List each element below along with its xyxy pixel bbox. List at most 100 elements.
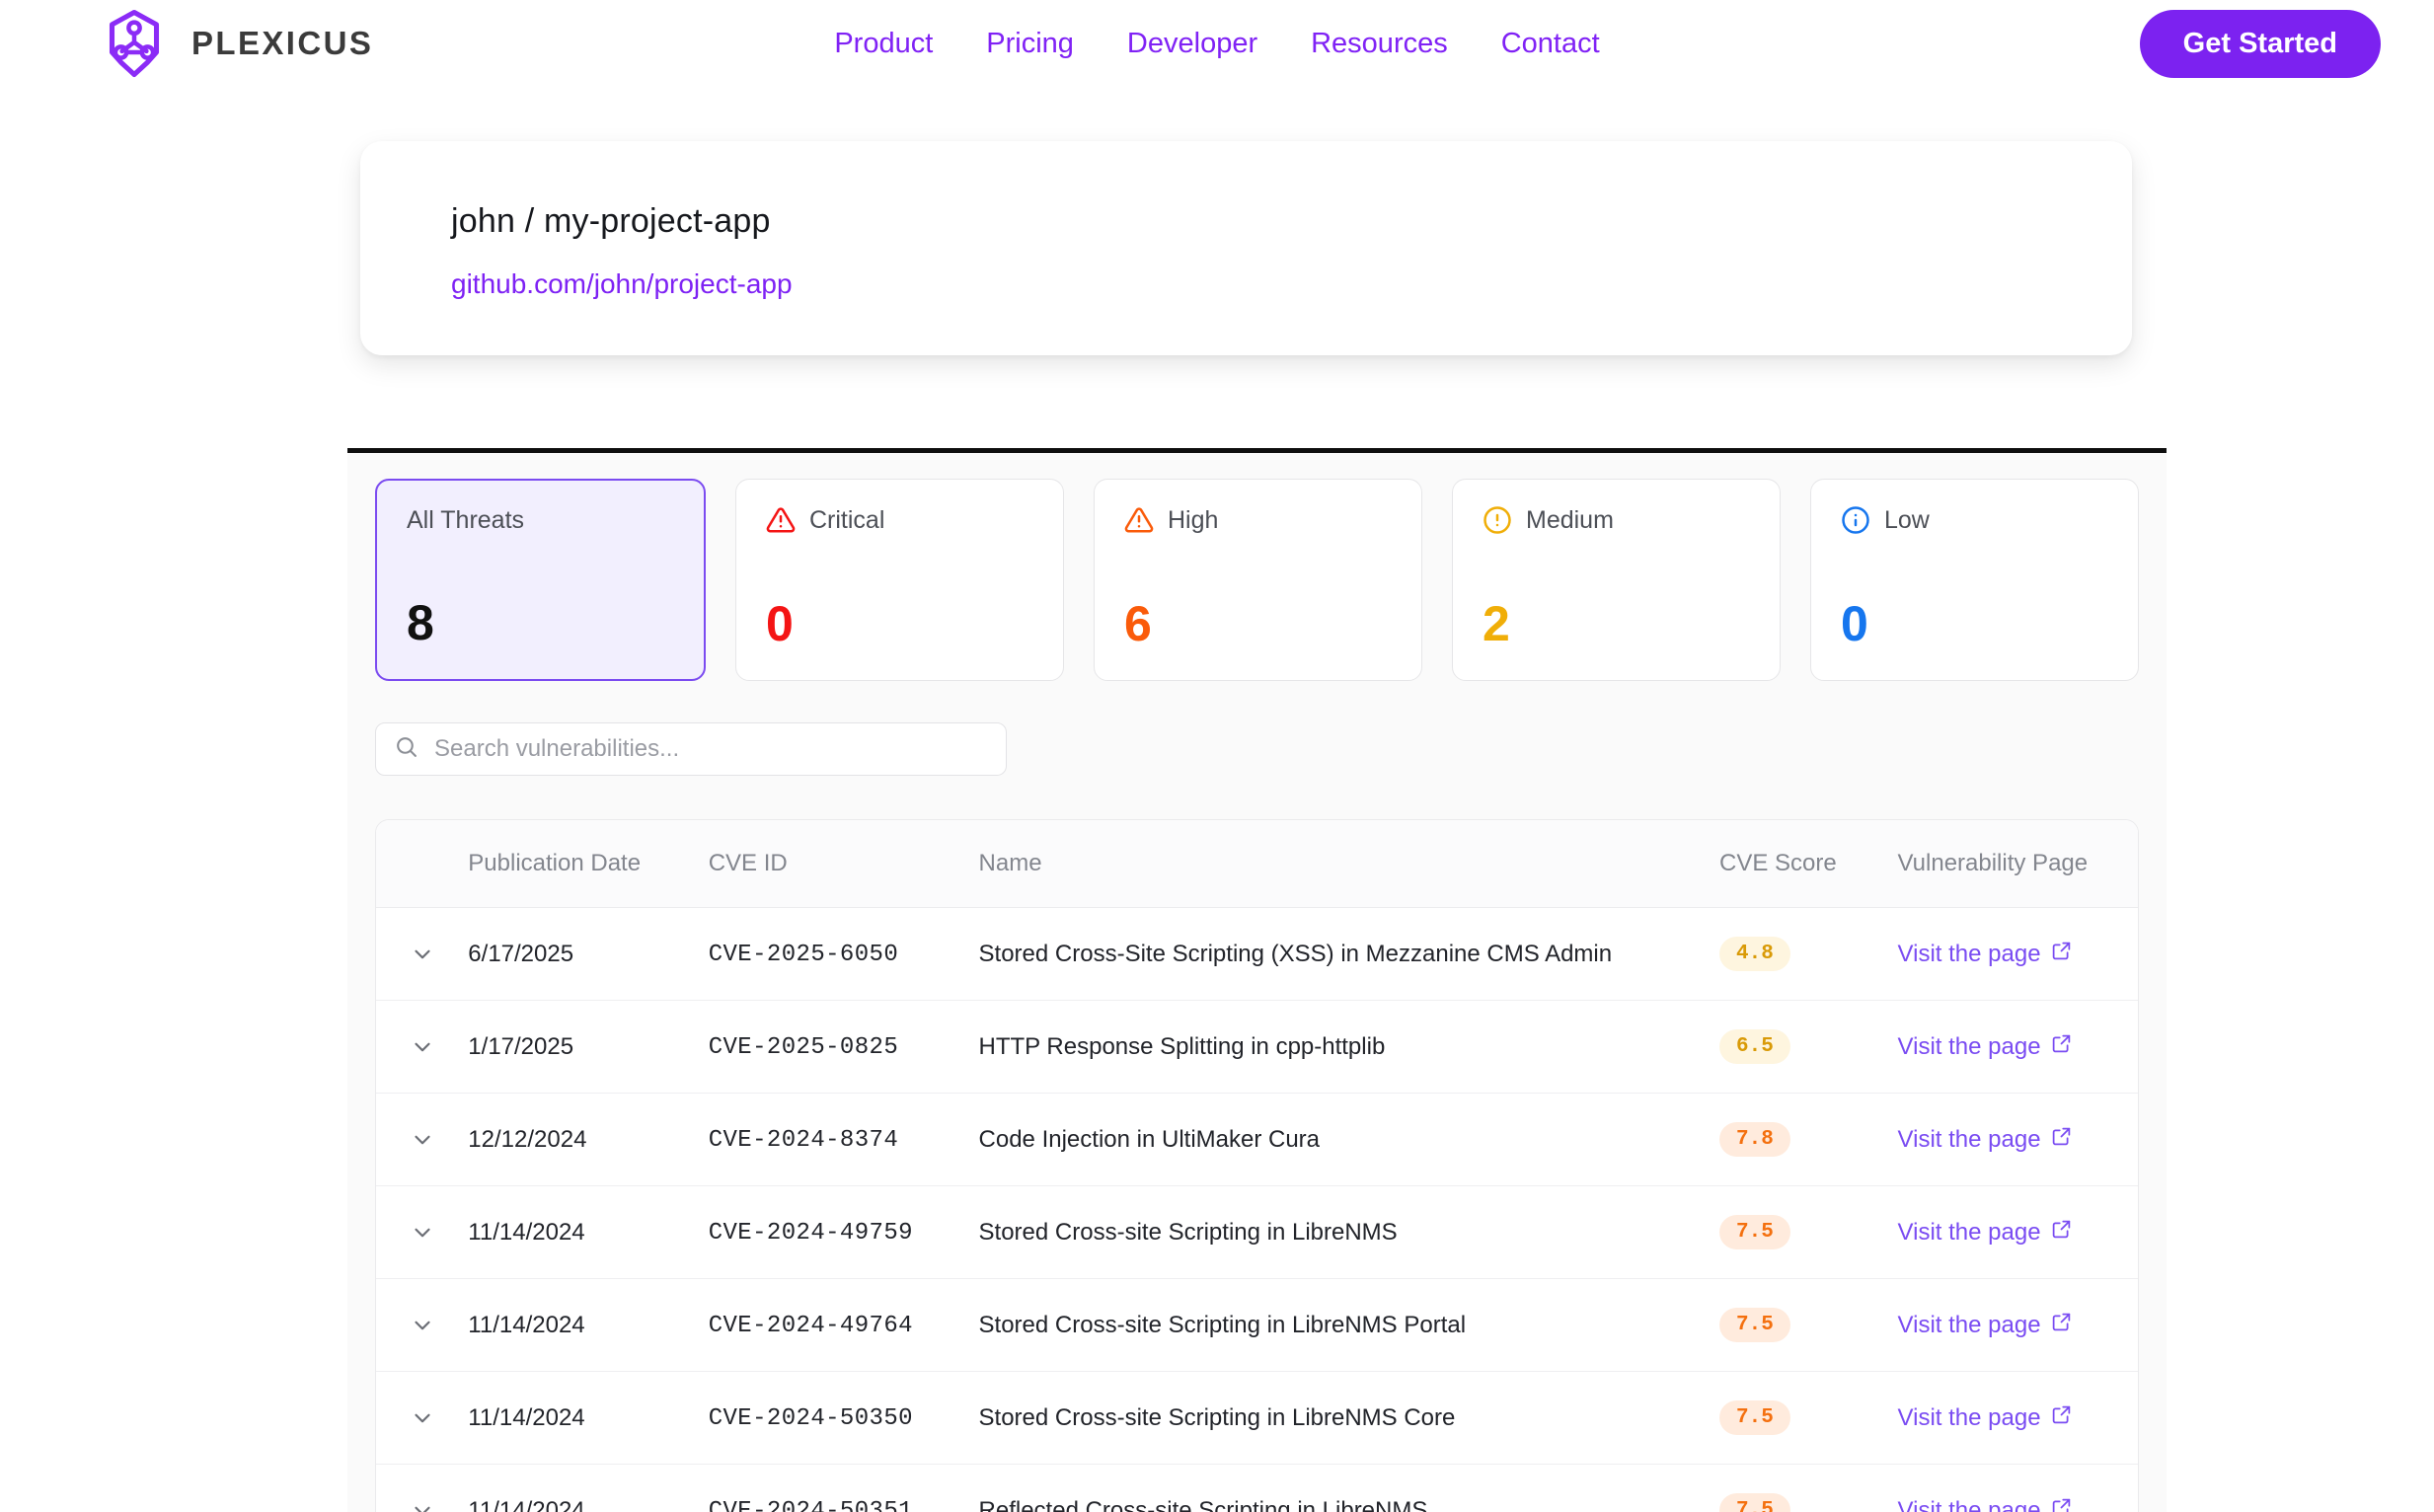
alert-triangle-icon bbox=[1124, 505, 1154, 535]
visit-page-label: Visit the page bbox=[1897, 1032, 2041, 1060]
severity-card-header: High bbox=[1124, 505, 1392, 535]
severity-card-all-threats[interactable]: All Threats 8 bbox=[375, 479, 706, 681]
visit-page-link[interactable]: Visit the page bbox=[1898, 1404, 2072, 1432]
visit-page-link[interactable]: Visit the page bbox=[1898, 1033, 2072, 1061]
cell-vulnerability-page: Visit the page bbox=[1897, 907, 2138, 1001]
severity-card-low[interactable]: Low 0 bbox=[1810, 479, 2139, 681]
visit-page-label: Visit the page bbox=[1897, 1311, 2041, 1338]
cta-container: Get Started bbox=[2139, 9, 2381, 78]
severity-card-label: Low bbox=[1884, 505, 1930, 534]
chevron-down-icon[interactable] bbox=[410, 1034, 435, 1060]
table-row[interactable]: 11/14/2024 CVE-2024-49764 Stored Cross-sit… bbox=[376, 1278, 2138, 1372]
visit-page-label: Visit the page bbox=[1897, 940, 2041, 967]
table-row[interactable]: 1/17/2025 CVE-2025-0825 HTTP Response Spli… bbox=[376, 1000, 2138, 1094]
table-header: Publication Date CVE ID Name CVE Score V… bbox=[376, 820, 2138, 908]
chevron-down-icon[interactable] bbox=[410, 942, 435, 967]
external-link-icon bbox=[2051, 1497, 2072, 1512]
table-row[interactable]: 6/17/2025 CVE-2025-6050 Stored Cross-Site … bbox=[376, 907, 2138, 1001]
cell-publication-date: 6/17/2025 bbox=[468, 907, 709, 1001]
severity-card-label: All Threats bbox=[407, 506, 525, 534]
cell-cve-score: 7.5 bbox=[1719, 1371, 1898, 1465]
cell-name: Stored Cross-site Scripting in LibreNMS … bbox=[978, 1371, 1720, 1465]
search-container bbox=[375, 722, 2139, 776]
status-badge: 7.8 bbox=[1719, 1122, 1790, 1157]
severity-card-value: 8 bbox=[407, 595, 434, 650]
cell-cve-id: CVE-2024-50351 bbox=[708, 1464, 979, 1512]
brand-logo-link[interactable]: PLEXICUS bbox=[99, 8, 373, 79]
section-divider bbox=[347, 448, 2167, 453]
visit-page-link[interactable]: Visit the page bbox=[1898, 941, 2072, 968]
table-row[interactable]: 11/14/2024 CVE-2024-49759 Stored Cross-sit… bbox=[376, 1185, 2138, 1279]
cell-cve-id: CVE-2024-49759 bbox=[708, 1185, 979, 1279]
primary-nav: Product Pricing Developer Resources Cont… bbox=[834, 28, 1599, 60]
brand-name: PLEXICUS bbox=[191, 25, 374, 61]
nav-link-contact[interactable]: Contact bbox=[1500, 27, 1600, 59]
row-expand-cell bbox=[376, 1093, 469, 1186]
alert-circle-icon bbox=[1483, 505, 1512, 535]
cell-name: Stored Cross-site Scripting in LibreNMS … bbox=[978, 1278, 1720, 1372]
vulnerability-table-card: Publication Date CVE ID Name CVE Score V… bbox=[375, 819, 2139, 1512]
table-row[interactable]: 12/12/2024 CVE-2024-8374 Code Injection in… bbox=[376, 1093, 2138, 1186]
severity-card-header: Low bbox=[1841, 505, 2108, 535]
nav-link-resources[interactable]: Resources bbox=[1311, 27, 1448, 59]
vulnerability-dashboard: All Threats 8 Critical 0 bbox=[347, 453, 2167, 1512]
status-badge: 7.5 bbox=[1719, 1493, 1790, 1512]
search-box[interactable] bbox=[375, 722, 1007, 776]
severity-card-value: 6 bbox=[1124, 596, 1152, 651]
chevron-down-icon[interactable] bbox=[410, 1405, 435, 1431]
status-badge: 4.8 bbox=[1719, 937, 1790, 971]
status-badge: 7.5 bbox=[1719, 1215, 1790, 1249]
severity-card-label: Critical bbox=[809, 505, 885, 534]
visit-page-label: Visit the page bbox=[1897, 1403, 2041, 1431]
cell-publication-date: 11/14/2024 bbox=[468, 1464, 709, 1512]
alert-triangle-icon bbox=[766, 505, 796, 535]
cell-cve-id: CVE-2024-8374 bbox=[708, 1093, 979, 1186]
severity-card-label: Medium bbox=[1526, 505, 1614, 534]
column-header-cve-id: CVE ID bbox=[708, 820, 979, 908]
severity-card-value: 0 bbox=[1841, 596, 1868, 651]
visit-page-link[interactable]: Visit the page bbox=[1898, 1312, 2072, 1339]
cell-vulnerability-page: Visit the page bbox=[1897, 1185, 2138, 1279]
cell-publication-date: 1/17/2025 bbox=[468, 1000, 709, 1094]
severity-card-value: 2 bbox=[1483, 596, 1510, 651]
search-input[interactable] bbox=[434, 735, 988, 763]
severity-card-header: All Threats bbox=[407, 506, 674, 535]
cell-cve-score: 7.8 bbox=[1719, 1093, 1898, 1186]
table-row[interactable]: 11/14/2024 CVE-2024-50351 Reflected Cross-… bbox=[376, 1464, 2138, 1512]
visit-page-link[interactable]: Visit the page bbox=[1898, 1126, 2072, 1154]
visit-page-link[interactable]: Visit the page bbox=[1898, 1219, 2072, 1247]
row-expand-cell bbox=[376, 1371, 469, 1465]
cell-cve-score: 6.5 bbox=[1719, 1000, 1898, 1094]
visit-page-link[interactable]: Visit the page bbox=[1898, 1497, 2072, 1512]
visit-page-label: Visit the page bbox=[1897, 1125, 2041, 1153]
severity-card-high[interactable]: High 6 bbox=[1094, 479, 1422, 681]
cell-publication-date: 12/12/2024 bbox=[468, 1093, 709, 1186]
cell-vulnerability-page: Visit the page bbox=[1897, 1464, 2138, 1512]
plexicus-hexagon-network-logo-icon bbox=[99, 8, 170, 79]
severity-card-critical[interactable]: Critical 0 bbox=[735, 479, 1064, 681]
get-started-button[interactable]: Get Started bbox=[2139, 9, 2381, 78]
table-row[interactable]: 11/14/2024 CVE-2024-50350 Stored Cross-sit… bbox=[376, 1371, 2138, 1465]
nav-link-developer[interactable]: Developer bbox=[1126, 27, 1258, 59]
chevron-down-icon[interactable] bbox=[410, 1498, 435, 1512]
chevron-down-icon[interactable] bbox=[410, 1313, 435, 1338]
cell-publication-date: 11/14/2024 bbox=[468, 1278, 709, 1372]
nav-link-pricing[interactable]: Pricing bbox=[986, 27, 1074, 59]
cell-vulnerability-page: Visit the page bbox=[1897, 1000, 2138, 1094]
cell-vulnerability-page: Visit the page bbox=[1897, 1278, 2138, 1372]
status-badge: 7.5 bbox=[1719, 1308, 1790, 1342]
severity-card-medium[interactable]: Medium 2 bbox=[1452, 479, 1781, 681]
top-navigation-bar: PLEXICUS Product Pricing Developer Resou… bbox=[0, 0, 2434, 87]
cell-vulnerability-page: Visit the page bbox=[1897, 1371, 2138, 1465]
cell-cve-id: CVE-2025-6050 bbox=[708, 907, 979, 1001]
cell-cve-id: CVE-2024-49764 bbox=[708, 1278, 979, 1372]
external-link-icon bbox=[2051, 1033, 2072, 1061]
table-header-row: Publication Date CVE ID Name CVE Score V… bbox=[376, 820, 2138, 908]
cell-cve-score: 7.5 bbox=[1719, 1185, 1898, 1279]
nav-link-product[interactable]: Product bbox=[834, 27, 934, 59]
chevron-down-icon[interactable] bbox=[410, 1220, 435, 1246]
repository-url-link[interactable]: github.com/john/project-app bbox=[451, 268, 793, 299]
cell-cve-score: 7.5 bbox=[1719, 1278, 1898, 1372]
chevron-down-icon[interactable] bbox=[410, 1127, 435, 1153]
cell-name: HTTP Response Splitting in cpp-httplib bbox=[978, 1000, 1720, 1094]
